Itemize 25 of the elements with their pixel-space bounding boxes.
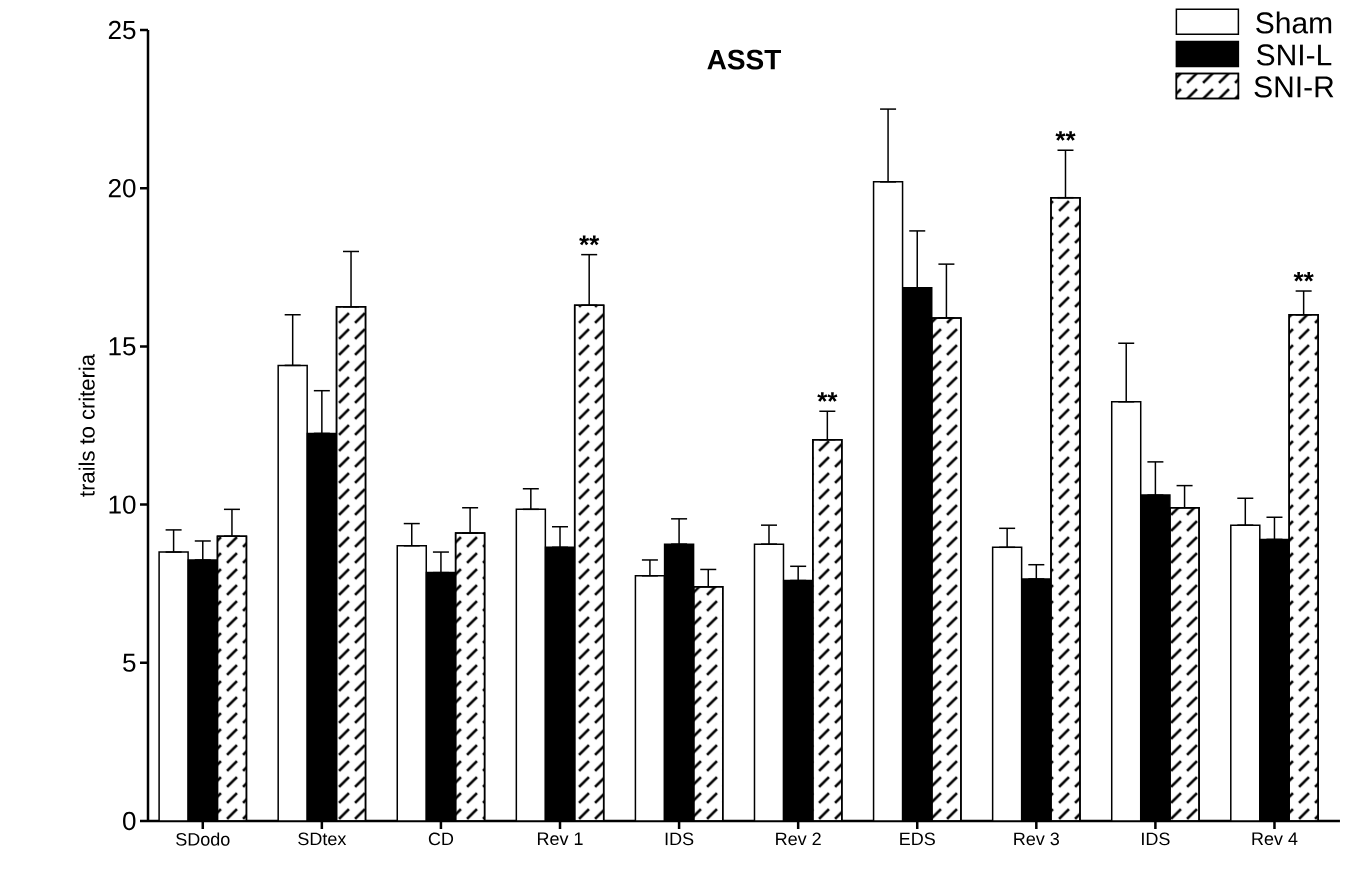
y-tick-label: 25 bbox=[108, 20, 136, 40]
x-tick-label: Rev 3 bbox=[1014, 832, 1060, 846]
x-tick-label: SDtex bbox=[298, 832, 347, 846]
x-tick-label: Rev 1 bbox=[537, 832, 583, 846]
y-tick-label: 15 bbox=[109, 337, 136, 356]
data-label: ** bbox=[579, 235, 600, 246]
x-tick-label: CD bbox=[428, 832, 454, 846]
legend-label: SNI-R bbox=[1254, 76, 1334, 98]
y-tick-label: 20 bbox=[108, 178, 136, 198]
x-tick-label: SDodo bbox=[176, 832, 230, 846]
x-tick-label: EDS bbox=[900, 832, 935, 846]
text: ASST bbox=[707, 49, 782, 70]
y-tick-label: 0 bbox=[123, 811, 136, 831]
legend-label: Sham bbox=[1256, 11, 1332, 34]
x-tick-label: IDS bbox=[665, 832, 694, 846]
data-label: ** bbox=[817, 392, 838, 402]
x-tick-label: IDS bbox=[1142, 832, 1170, 846]
y-axis-title: trails to criteria bbox=[78, 354, 95, 497]
legend-label: SNI-L bbox=[1256, 44, 1332, 66]
data-label: ** bbox=[1293, 271, 1314, 282]
x-tick-label: Rev 2 bbox=[776, 832, 821, 846]
y-tick-label: 10 bbox=[109, 495, 136, 514]
data-label: ** bbox=[1055, 131, 1076, 141]
x-tick-label: Rev 4 bbox=[1252, 832, 1298, 846]
y-tick-label: 5 bbox=[123, 653, 136, 672]
